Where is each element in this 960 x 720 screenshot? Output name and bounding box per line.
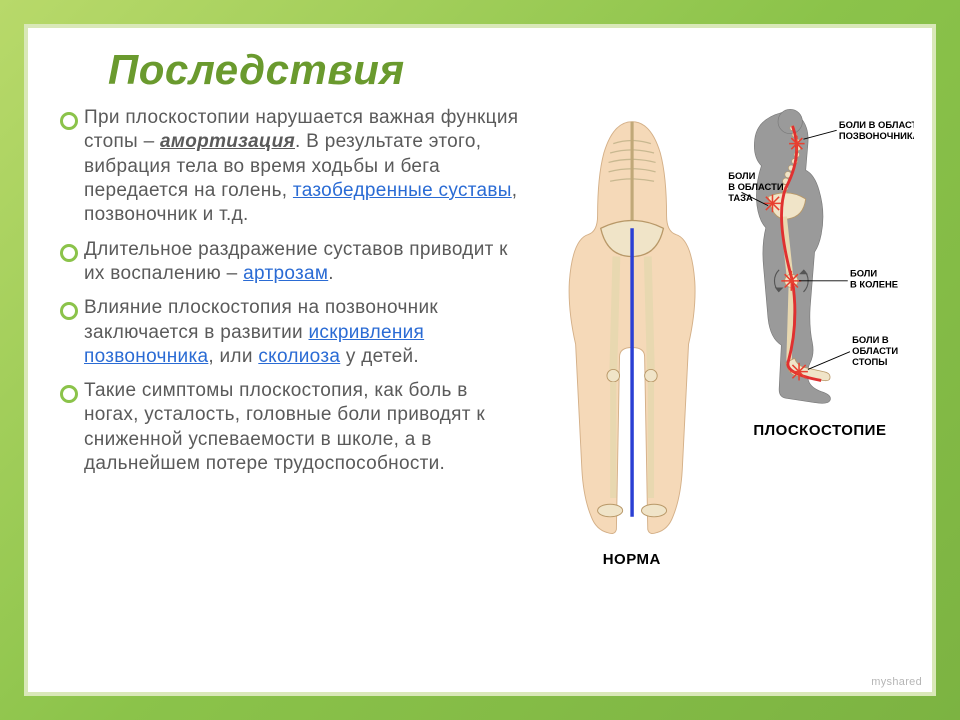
bullet-item: Такие симптомы плоскостопия, как боль в … (60, 379, 526, 476)
bullet-item: При плоскостопии нарушается важная функц… (60, 106, 526, 228)
svg-text:ТАЗА: ТАЗА (728, 192, 753, 203)
svg-text:В ОБЛАСТИ: В ОБЛАСТИ (728, 181, 784, 192)
caption-flat: ПЛОСКОСТОПИЕ (753, 422, 886, 439)
ann-foot: БОЛИ В (852, 334, 889, 345)
ann-knee: БОЛИ (850, 267, 877, 278)
bullet-list: При плоскостопии нарушается важная функц… (60, 106, 526, 476)
slide-title: Последствия (108, 46, 914, 94)
slide: Последствия При плоскостопии нарушается … (24, 24, 936, 696)
ann-pelvis: БОЛИ (728, 170, 755, 181)
panel-flat: БОЛИ В ОБЛАСТИ ПОЗВОНОЧНИКА БОЛИ В ОБЛАС… (726, 106, 914, 439)
ann-spine: БОЛИ В ОБЛАСТИ (839, 119, 914, 130)
content-row: При плоскостопии нарушается важная функц… (60, 106, 914, 674)
figure-column: НОРМА (538, 106, 914, 674)
bullet-item: Длительное раздражение суставов приводит… (60, 238, 526, 287)
bullet-item: Влияние плоскостопия на позвоночник закл… (60, 296, 526, 369)
svg-text:ОБЛАСТИ: ОБЛАСТИ (852, 345, 898, 356)
svg-text:В КОЛЕНЕ: В КОЛЕНЕ (850, 279, 898, 290)
caption-norm: НОРМА (603, 551, 661, 568)
svg-text:ПОЗВОНОЧНИКА: ПОЗВОНОЧНИКА (839, 130, 914, 141)
figure-flat: БОЛИ В ОБЛАСТИ ПОЗВОНОЧНИКА БОЛИ В ОБЛАС… (726, 106, 914, 416)
text-column: При плоскостопии нарушается важная функц… (60, 106, 530, 674)
svg-text:СТОПЫ: СТОПЫ (852, 356, 887, 367)
figure-norm (538, 106, 726, 545)
watermark: myshared (871, 676, 922, 688)
panel-norm: НОРМА (538, 106, 726, 568)
